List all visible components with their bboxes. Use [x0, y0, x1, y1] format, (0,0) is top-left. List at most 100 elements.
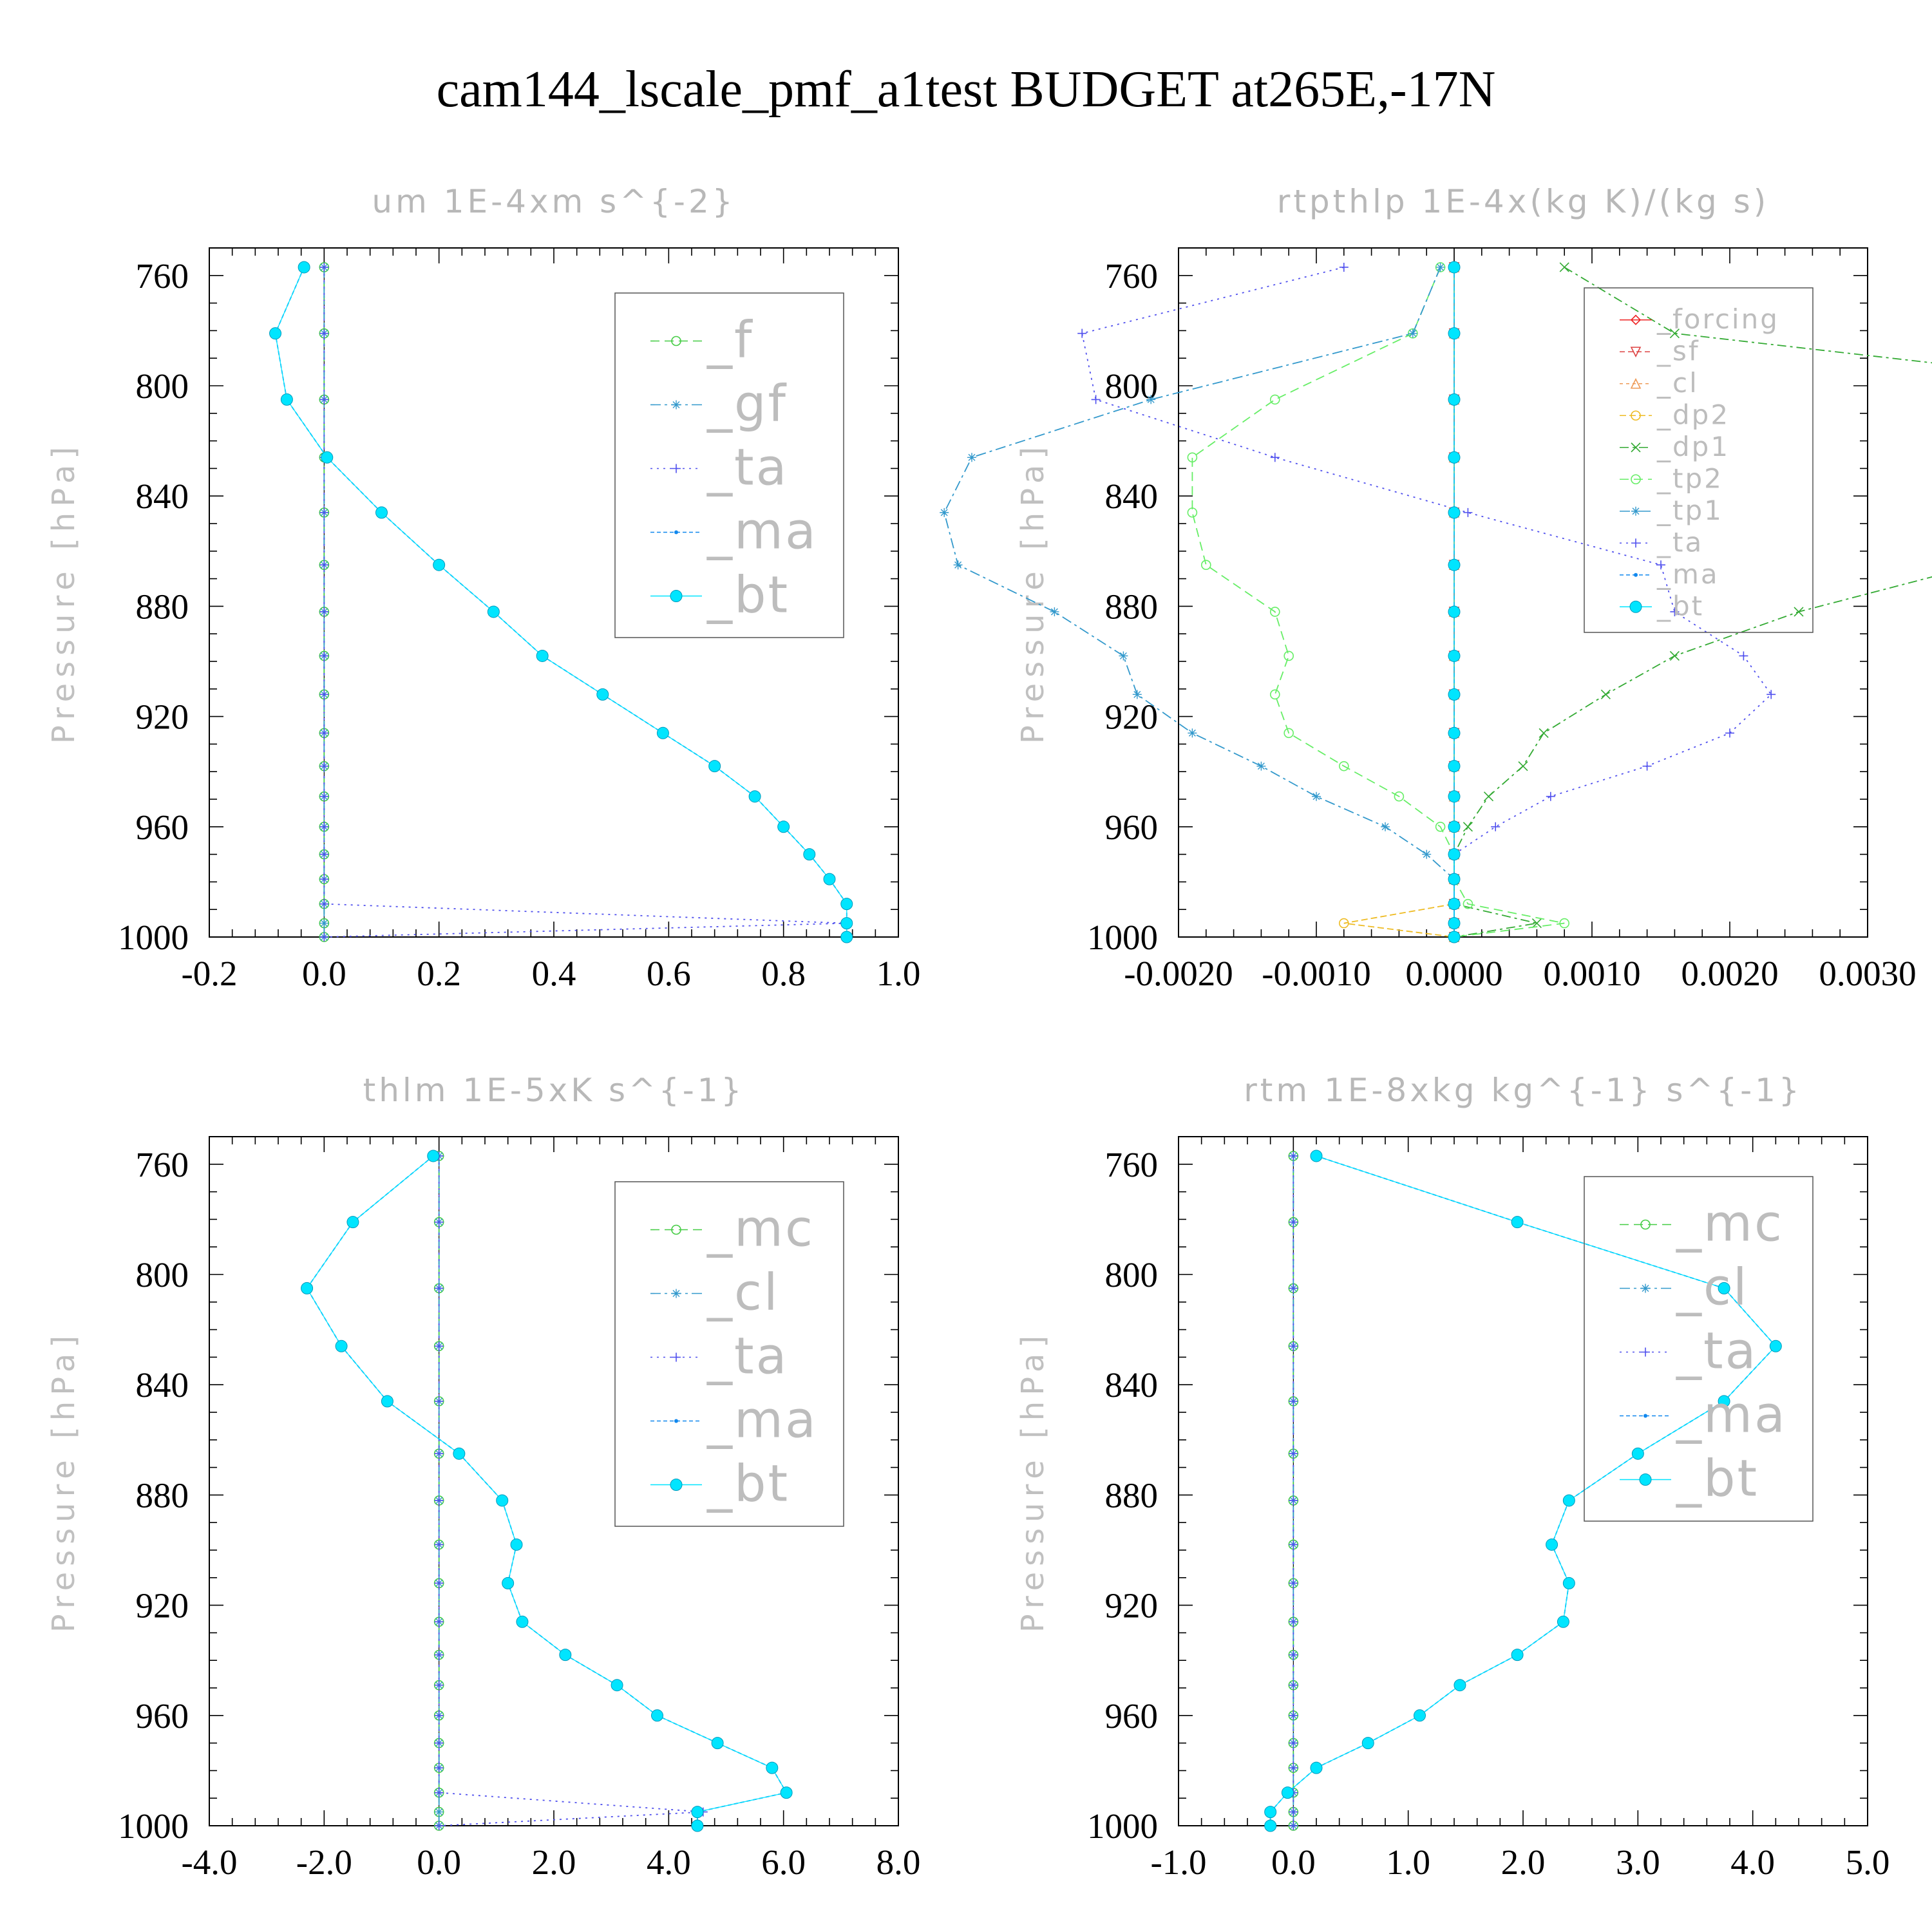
x-tick-label: 0.0	[302, 954, 346, 993]
data-point	[840, 931, 853, 943]
data-point	[280, 393, 293, 406]
data-point	[434, 1617, 444, 1627]
data-point	[1539, 728, 1549, 738]
data-point	[1531, 918, 1542, 929]
data-point	[953, 560, 963, 570]
data-point	[1310, 1761, 1323, 1774]
x-tick-label: 1.0	[876, 954, 921, 993]
panel-title: thlm 1E-5xK s^{-1}	[363, 1072, 745, 1109]
data-point	[1050, 607, 1059, 616]
x-tick-label: -1.0	[1150, 1842, 1206, 1882]
x-tick-label: 0.0	[1271, 1842, 1316, 1882]
data-point	[1448, 726, 1461, 739]
y-tick-label: 1000	[1087, 918, 1158, 957]
legend-marker	[1631, 538, 1640, 548]
legend: _forcing_sf_cl_dp2_dp1_tp2_tp1_ta_ma_bt	[1584, 287, 1814, 633]
data-point	[1077, 328, 1087, 338]
legend-label: _bt	[1676, 1450, 1759, 1508]
data-point	[453, 1447, 466, 1460]
panel-title: um 1E-4xm s^{-2}	[372, 183, 735, 220]
data-point	[1289, 1578, 1298, 1588]
data-point	[319, 395, 329, 404]
legend-marker	[1630, 346, 1642, 358]
legend-label: _gf	[706, 375, 788, 433]
y-tick-label: 800	[136, 366, 189, 406]
data-point	[1669, 650, 1680, 661]
legend-label: _forcing	[1656, 303, 1779, 335]
plot-frame	[209, 247, 899, 938]
data-point	[940, 507, 949, 517]
y-tick-label: 960	[1105, 1696, 1159, 1736]
data-point	[1454, 1679, 1466, 1692]
legend-label: _tp1	[1656, 495, 1723, 526]
legend-marker	[1629, 600, 1642, 613]
x-tick-label: 1.0	[1386, 1842, 1430, 1882]
x-tick-label: 2.0	[532, 1842, 576, 1882]
data-point	[1394, 791, 1405, 802]
data-point	[1270, 689, 1280, 700]
data-point	[319, 507, 329, 517]
legend-marker	[1641, 1283, 1650, 1293]
series-bt	[269, 261, 853, 943]
y-tick-label: 920	[1105, 1586, 1159, 1625]
data-point	[559, 1649, 572, 1662]
legend: _mc_cl_ta_ma_bt	[1584, 1176, 1814, 1522]
x-tick-label: -2.0	[296, 1842, 352, 1882]
data-point	[748, 790, 761, 803]
legend-label: _mc	[1676, 1195, 1784, 1253]
series-line	[1191, 267, 1565, 938]
series-ta	[1289, 1151, 1298, 1830]
data-point	[1448, 327, 1461, 340]
data-point	[1289, 1807, 1298, 1817]
y-tick-label: 920	[136, 1586, 189, 1625]
data-point	[611, 1679, 623, 1692]
data-point	[1289, 1396, 1298, 1406]
data-point	[1281, 1786, 1294, 1799]
data-point	[1794, 607, 1804, 617]
legend-marker	[674, 530, 678, 535]
legend-marker	[671, 1224, 681, 1235]
data-point	[1289, 1738, 1298, 1748]
data-point	[1119, 651, 1128, 661]
data-point	[1718, 1282, 1730, 1294]
data-point	[1448, 790, 1461, 803]
data-point	[1146, 395, 1156, 404]
data-point	[1091, 395, 1101, 404]
data-point	[319, 875, 329, 884]
data-point	[1448, 820, 1461, 833]
data-point	[1448, 848, 1461, 861]
legend-marker	[672, 1352, 681, 1362]
data-point	[301, 1282, 314, 1294]
legend-label: _ma	[1676, 1386, 1787, 1444]
data-point	[1289, 1449, 1298, 1459]
legend-label: _cl	[706, 1264, 780, 1321]
x-tick-label: 0.0000	[1405, 954, 1502, 993]
legend-label: _ta	[706, 1327, 788, 1385]
data-point	[1289, 1763, 1298, 1773]
main-title: cam144_lscale_pmf_a1test BUDGET at265E,-…	[437, 61, 1496, 118]
data-point	[1201, 560, 1211, 571]
data-point	[1361, 1737, 1374, 1750]
data-point	[1656, 560, 1665, 570]
data-point	[1718, 1395, 1730, 1408]
data-point	[1256, 761, 1266, 771]
series-tp2	[1187, 262, 1569, 942]
data-point	[434, 1710, 444, 1720]
y-tick-label: 960	[1105, 808, 1159, 847]
data-point	[1270, 607, 1280, 617]
data-point	[434, 1396, 444, 1406]
data-point	[1448, 760, 1461, 773]
data-point	[840, 917, 853, 930]
series-line	[943, 267, 1455, 937]
data-point	[1448, 393, 1461, 406]
data-point	[1448, 506, 1461, 519]
y-axis-label: Pressure [hPa]	[46, 441, 82, 744]
data-point	[434, 1788, 444, 1797]
x-tick-label: 2.0	[1501, 1842, 1546, 1882]
data-point	[840, 898, 853, 911]
data-point	[1289, 1650, 1298, 1660]
y-tick-label: 840	[1105, 1365, 1159, 1405]
legend: _mc_cl_ta_ma_bt	[614, 1181, 844, 1527]
data-point	[1557, 1615, 1569, 1628]
legend-marker	[1631, 410, 1641, 421]
